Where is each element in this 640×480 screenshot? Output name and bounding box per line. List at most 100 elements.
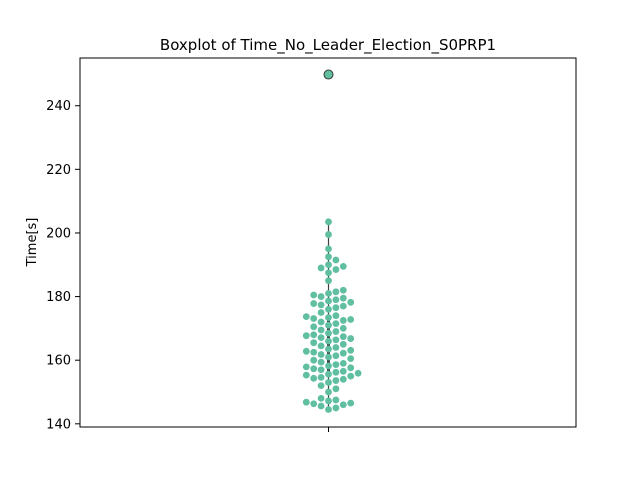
y-tick-label: 140 — [46, 417, 71, 432]
data-point — [332, 328, 340, 335]
data-point — [332, 404, 340, 412]
data-point — [332, 361, 340, 369]
data-point — [302, 332, 310, 340]
data-point — [302, 398, 310, 406]
data-point — [310, 291, 318, 299]
box-body — [327, 315, 330, 375]
data-point — [317, 402, 325, 410]
data-point — [317, 382, 325, 390]
y-tick-label: 240 — [46, 99, 71, 114]
data-point — [317, 318, 325, 326]
outlier-point — [323, 69, 334, 80]
data-point — [317, 351, 325, 358]
data-point — [317, 309, 325, 316]
data-point — [325, 321, 332, 329]
data-point — [339, 317, 347, 324]
data-point — [332, 385, 340, 393]
data-point — [339, 340, 347, 348]
data-point — [332, 256, 340, 264]
data-point — [332, 296, 340, 304]
data-point — [325, 353, 332, 361]
y-axis: 140 160 180 200 220 240 — [46, 99, 80, 432]
y-axis-label: Time[s] — [25, 218, 40, 268]
data-point — [332, 304, 340, 312]
data-point — [317, 342, 325, 350]
y-tick-label: 160 — [46, 354, 71, 369]
data-point — [310, 331, 318, 339]
data-point — [332, 377, 340, 384]
data-point — [325, 305, 332, 313]
data-point — [325, 297, 332, 305]
data-point — [317, 326, 325, 334]
data-point — [347, 298, 355, 306]
data-point — [339, 324, 347, 332]
data-point — [339, 286, 347, 294]
data-point — [339, 401, 347, 409]
data-point — [310, 348, 318, 356]
data-point — [317, 366, 325, 374]
data-point — [325, 379, 332, 386]
data-point — [332, 288, 340, 296]
data-point — [317, 373, 325, 381]
y-tick-label: 180 — [46, 290, 71, 305]
data-point — [310, 374, 318, 382]
data-point — [339, 367, 347, 375]
data-point — [325, 253, 332, 261]
data-point — [325, 362, 332, 370]
data-point — [325, 397, 332, 405]
data-point — [325, 345, 332, 353]
data-point — [339, 294, 347, 302]
data-point — [325, 314, 332, 321]
data-point — [302, 371, 310, 379]
y-tick-label: 200 — [46, 226, 71, 241]
data-point — [317, 301, 325, 309]
data-point — [302, 347, 310, 355]
data-point — [325, 245, 332, 253]
data-point — [310, 400, 318, 408]
data-point — [339, 302, 347, 310]
data-point — [332, 352, 340, 360]
data-point — [325, 269, 332, 277]
data-point — [325, 337, 332, 345]
data-point — [325, 218, 332, 226]
data-point — [317, 358, 325, 366]
data-point — [354, 369, 362, 377]
data-point — [325, 370, 332, 378]
data-point — [339, 333, 347, 341]
data-point — [332, 266, 340, 273]
data-point — [325, 231, 332, 238]
data-point — [347, 316, 355, 323]
data-point — [317, 293, 325, 300]
data-point — [325, 261, 332, 269]
chart-title: Boxplot of Time_No_Leader_Election_S0PRP… — [160, 36, 496, 55]
data-point — [339, 375, 347, 383]
data-point — [332, 368, 340, 376]
data-point — [325, 406, 332, 413]
data-point — [302, 313, 310, 321]
data-point — [325, 277, 332, 285]
data-point — [347, 346, 355, 354]
data-point — [302, 363, 310, 371]
data-point — [332, 344, 340, 351]
data-point — [310, 315, 318, 322]
data-point — [310, 300, 318, 307]
data-point — [332, 396, 340, 404]
data-point — [347, 355, 355, 363]
data-point — [310, 323, 318, 331]
data-point — [317, 394, 325, 402]
swarm-points — [302, 218, 362, 413]
data-point — [339, 349, 347, 357]
data-point — [310, 356, 318, 364]
data-point — [325, 388, 332, 396]
data-point — [310, 365, 318, 373]
data-point — [339, 359, 347, 367]
y-tick-label: 220 — [46, 163, 71, 178]
data-point — [317, 264, 325, 272]
data-point — [347, 372, 355, 380]
data-point — [332, 312, 340, 320]
data-point — [347, 335, 355, 342]
data-point — [332, 336, 340, 344]
data-point — [325, 289, 332, 297]
data-point — [339, 262, 347, 270]
